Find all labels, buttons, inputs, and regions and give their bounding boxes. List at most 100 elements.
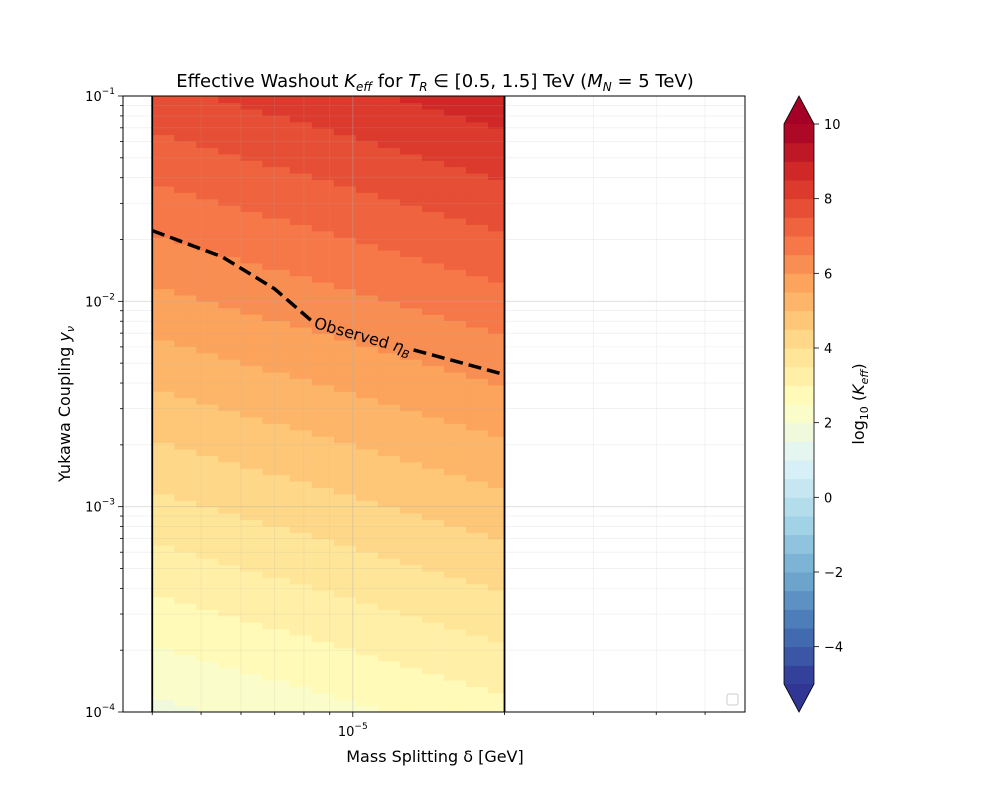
heatmap-cell	[157, 667, 164, 675]
heatmap-cell	[245, 647, 252, 655]
heatmap-cell	[168, 275, 175, 283]
heatmap-cell	[344, 307, 351, 315]
heatmap-cell	[218, 397, 225, 405]
heatmap-cell	[196, 513, 203, 521]
heatmap-cell	[317, 269, 324, 277]
heatmap-cell	[229, 692, 236, 700]
heatmap-cell	[190, 115, 197, 123]
heatmap-cell	[295, 481, 302, 489]
heatmap-cell	[311, 667, 318, 675]
heatmap-cell	[163, 134, 170, 142]
heatmap-cell	[432, 179, 440, 187]
heatmap-cell	[311, 525, 318, 533]
heatmap-cell	[322, 686, 329, 694]
heatmap-cell	[322, 108, 329, 116]
heatmap-cell	[267, 622, 274, 630]
heatmap-cell	[179, 545, 186, 553]
heatmap-cell	[300, 339, 307, 347]
heatmap-cell	[394, 513, 401, 521]
heatmap-cell	[355, 506, 362, 514]
heatmap-cell	[405, 442, 412, 450]
heatmap-cell	[256, 134, 263, 142]
heatmap-cell	[251, 288, 258, 296]
heatmap-cell	[168, 410, 175, 418]
heatmap-cell	[240, 647, 247, 655]
heatmap-cell	[207, 487, 214, 495]
heatmap-cell	[339, 615, 346, 623]
heatmap-cell	[333, 628, 340, 636]
heatmap-cell	[234, 667, 241, 675]
heatmap-cell	[185, 333, 192, 341]
heatmap-cell	[207, 525, 214, 533]
heatmap-cell	[212, 185, 219, 193]
heatmap-cell	[201, 461, 208, 469]
heatmap-cell	[427, 134, 434, 142]
heatmap-cell	[388, 667, 396, 675]
heatmap-cell	[339, 327, 346, 335]
heatmap-cell	[350, 391, 357, 399]
heatmap-cell	[201, 217, 208, 225]
heatmap-cell	[262, 391, 269, 399]
heatmap-cell	[267, 294, 274, 302]
heatmap-cell	[350, 217, 357, 225]
heatmap-cell	[339, 301, 346, 309]
heatmap-cell	[399, 115, 407, 123]
heatmap-cell	[262, 102, 269, 110]
heatmap-cell	[410, 198, 418, 206]
heatmap-cell	[394, 391, 401, 399]
heatmap-cell	[157, 532, 164, 540]
heatmap-cell	[273, 294, 280, 302]
heatmap-cell	[410, 192, 418, 200]
heatmap-cell	[218, 121, 225, 129]
heatmap-cell	[174, 314, 181, 322]
heatmap-cell	[223, 641, 230, 649]
heatmap-cell	[405, 686, 412, 694]
heatmap-cell	[201, 198, 208, 206]
heatmap-cell	[322, 166, 329, 174]
heatmap-cell	[201, 596, 208, 604]
heatmap-cell	[262, 384, 269, 392]
heatmap-cell	[394, 461, 401, 469]
heatmap-cell	[267, 705, 274, 712]
heatmap-cell	[377, 371, 385, 379]
heatmap-cell	[218, 160, 225, 168]
heatmap-cell	[234, 339, 241, 347]
heatmap-cell	[344, 468, 351, 476]
heatmap-cell	[399, 346, 407, 354]
heatmap-cell	[361, 365, 368, 373]
heatmap-cell	[179, 641, 186, 649]
heatmap-cell	[317, 237, 324, 245]
heatmap-cell	[284, 410, 291, 418]
heatmap-cell	[256, 256, 263, 264]
heatmap-cell	[179, 365, 186, 373]
heatmap-cell	[273, 173, 280, 181]
heatmap-cell	[179, 288, 186, 296]
heatmap-cell	[196, 635, 203, 643]
heatmap-cell	[207, 185, 214, 193]
heatmap-cell	[322, 448, 329, 456]
heatmap-cell	[207, 429, 214, 437]
heatmap-cell	[383, 391, 390, 399]
heatmap-cell	[289, 436, 296, 444]
heatmap-cell	[284, 275, 291, 283]
heatmap-cell	[207, 294, 214, 302]
heatmap-cell	[207, 397, 214, 405]
heatmap-cell	[289, 102, 296, 110]
heatmap-cell	[311, 179, 318, 187]
heatmap-cell	[201, 686, 208, 694]
heatmap-cell	[339, 622, 346, 630]
heatmap-cell	[366, 102, 374, 110]
heatmap-cell	[245, 602, 252, 610]
heatmap-cell	[229, 320, 236, 328]
heatmap-cell	[344, 705, 351, 712]
heatmap-cell	[152, 217, 159, 225]
heatmap-cell	[388, 596, 396, 604]
heatmap-cell	[179, 487, 186, 495]
heatmap-cell	[366, 327, 374, 335]
heatmap-cell	[190, 468, 197, 476]
heatmap-cell	[322, 609, 329, 617]
heatmap-cell	[245, 262, 252, 270]
heatmap-cell	[212, 404, 219, 412]
heatmap-cell	[333, 622, 340, 630]
heatmap-cell	[245, 558, 252, 566]
